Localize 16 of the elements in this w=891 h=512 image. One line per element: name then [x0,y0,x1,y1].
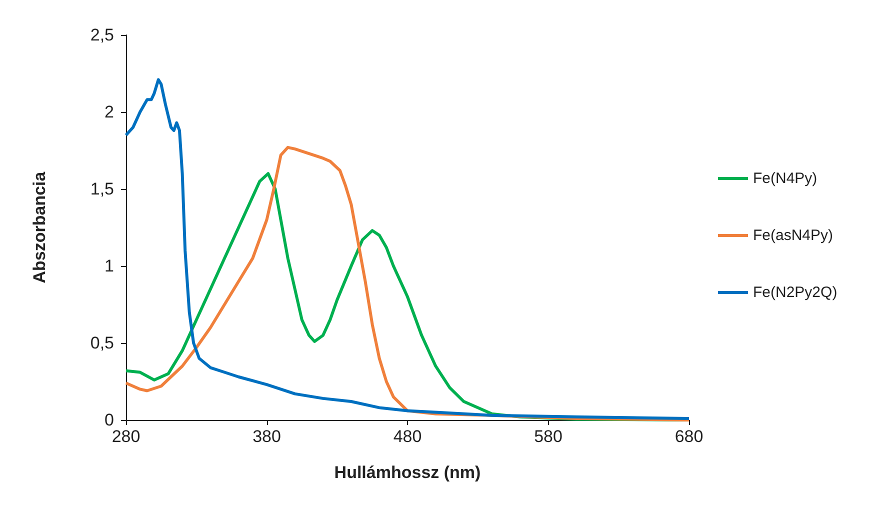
y-tick-label: 2 [104,102,114,122]
y-tick-label: 1 [104,256,114,276]
legend-label: Fe(N4Py) [753,170,818,187]
legend-label: Fe(asN4Py) [753,227,834,244]
x-tick-label: 680 [674,427,704,446]
x-axis-title: Hullámhossz (nm) [334,463,481,482]
legend-label: Fe(N2Py2Q) [753,284,838,301]
x-tick-label: 480 [393,427,422,446]
x-tick-label: 580 [534,427,562,446]
x-tick-label: 380 [252,427,281,446]
y-tick-label: 1,5 [90,180,114,198]
y-tick-label: 0 [104,410,114,430]
y-tick-label: 2,5 [90,26,114,44]
x-tick-label: 280 [112,427,140,446]
y-tick-label: 0,5 [90,334,114,352]
y-axis-title: Abszorbancia [30,171,49,284]
